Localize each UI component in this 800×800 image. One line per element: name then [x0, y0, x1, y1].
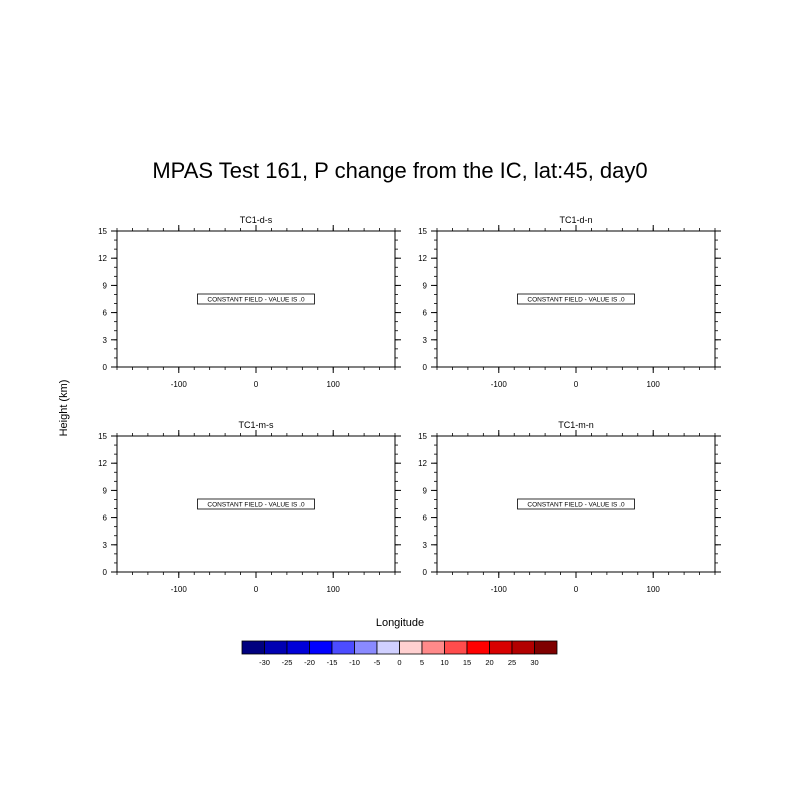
- x-axis-label: Longitude: [375, 617, 425, 629]
- constant-field-message: CONSTANT FIELD - VALUE IS .0: [207, 297, 305, 304]
- y-tick-label: 0: [423, 568, 428, 577]
- colorbar-label: 10: [440, 658, 448, 667]
- colorbar-segment: [489, 640, 513, 655]
- constant-field-message: CONSTANT FIELD - VALUE IS .0: [527, 297, 625, 304]
- x-tick-label: 100: [327, 380, 341, 389]
- y-tick-label: 12: [98, 254, 107, 263]
- constant-field-box: [197, 293, 315, 305]
- constant-field-message: CONSTANT FIELD - VALUE IS .0: [207, 502, 305, 509]
- y-tick-label: 6: [103, 309, 108, 318]
- colorbar-label: 25: [508, 658, 516, 667]
- y-tick-label: 6: [423, 514, 428, 523]
- colorbar-segment: [444, 640, 468, 655]
- colorbar-label: -25: [282, 658, 293, 667]
- x-tick-label: 0: [254, 380, 259, 389]
- y-tick-label: 6: [103, 514, 108, 523]
- colorbar-segment: [309, 640, 333, 655]
- y-tick-label: 0: [103, 568, 108, 577]
- y-tick-label: 15: [98, 432, 107, 441]
- x-tick-label: 0: [574, 585, 579, 594]
- y-tick-label: 0: [423, 363, 428, 372]
- y-tick-label: 12: [98, 459, 107, 468]
- colorbar-label: -10: [349, 658, 360, 667]
- colorbar-segment: [241, 640, 265, 655]
- constant-field-box: [517, 498, 635, 510]
- y-tick-label: 9: [103, 281, 108, 290]
- x-tick-label: 0: [254, 585, 259, 594]
- y-tick-label: 12: [418, 459, 427, 468]
- colorbar-label: -30: [259, 658, 270, 667]
- panel-title: TC1-d-n: [559, 215, 592, 225]
- colorbar-label: 20: [485, 658, 493, 667]
- y-tick-label: 3: [103, 336, 108, 345]
- y-tick-label: 12: [418, 254, 427, 263]
- colorbar-segment: [534, 640, 558, 655]
- x-tick-label: -100: [491, 380, 508, 389]
- x-tick-label: 100: [327, 585, 341, 594]
- y-tick-label: 15: [418, 227, 427, 236]
- y-tick-label: 15: [418, 432, 427, 441]
- y-tick-label: 0: [103, 363, 108, 372]
- colorbar-segment: [354, 640, 378, 655]
- y-tick-label: 9: [423, 486, 428, 495]
- colorbar-label: -20: [304, 658, 315, 667]
- colorbar-label: 5: [420, 658, 424, 667]
- x-tick-label: -100: [171, 585, 188, 594]
- colorbar-label: -5: [374, 658, 381, 667]
- colorbar-label: -15: [327, 658, 338, 667]
- colorbar-label: 0: [397, 658, 401, 667]
- colorbar-segment: [466, 640, 490, 655]
- colorbar-segment: [399, 640, 423, 655]
- colorbar-segment: [286, 640, 310, 655]
- colorbar-label: 15: [463, 658, 471, 667]
- x-tick-label: -100: [491, 585, 508, 594]
- colorbar-segment: [331, 640, 355, 655]
- constant-field-message: CONSTANT FIELD - VALUE IS .0: [527, 502, 625, 509]
- figure-title: MPAS Test 161, P change from the IC, lat…: [152, 158, 648, 183]
- colorbar-segment: [511, 640, 535, 655]
- colorbar-label: 30: [530, 658, 538, 667]
- colorbar-segment: [264, 640, 288, 655]
- x-tick-label: 0: [574, 380, 579, 389]
- y-tick-label: 9: [423, 281, 428, 290]
- constant-field-box: [517, 293, 635, 305]
- y-tick-label: 15: [98, 227, 107, 236]
- panel-title: TC1-m-s: [239, 420, 274, 430]
- y-tick-label: 3: [423, 336, 428, 345]
- x-tick-label: 100: [647, 380, 661, 389]
- x-tick-label: 100: [647, 585, 661, 594]
- y-tick-label: 3: [423, 541, 428, 550]
- panel-title: TC1-d-s: [240, 215, 273, 225]
- x-tick-label: -100: [171, 380, 188, 389]
- y-tick-label: 9: [103, 486, 108, 495]
- colorbar-segment: [376, 640, 400, 655]
- y-tick-label: 6: [423, 309, 428, 318]
- constant-field-box: [197, 498, 315, 510]
- panel-title: TC1-m-n: [558, 420, 594, 430]
- colorbar-segment: [421, 640, 445, 655]
- y-tick-label: 3: [103, 541, 108, 550]
